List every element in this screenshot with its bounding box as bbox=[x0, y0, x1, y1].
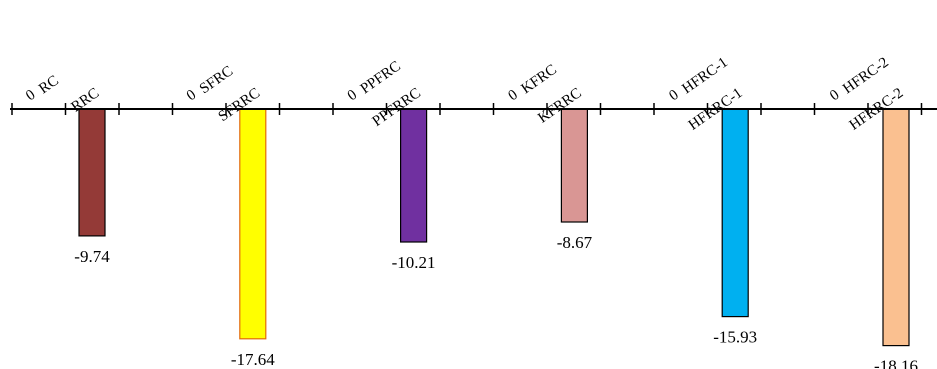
data-label-hfrc-1: 0 bbox=[666, 87, 681, 104]
data-label-kfrrc: -8.67 bbox=[557, 233, 593, 252]
data-label-rrc: -9.74 bbox=[74, 247, 110, 266]
bars-group bbox=[78, 108, 910, 347]
bar-hfrrc-2 bbox=[882, 108, 910, 347]
data-label-hfrrc-2: -18.16 bbox=[874, 357, 918, 369]
data-label-rc: 0 bbox=[23, 87, 38, 104]
value-labels: 0 -9.74 0 -17.64 0 -10.21 0 -8.67 0 -15.93 0 -18.16 bbox=[23, 87, 918, 369]
data-label-kfrc: 0 bbox=[506, 87, 521, 104]
data-label-sfrc: 0 bbox=[184, 87, 199, 104]
bar-sfrrc bbox=[239, 108, 267, 340]
category-label-hfrc-2: HFRC-2 bbox=[840, 55, 892, 98]
bar-rrc bbox=[78, 108, 106, 237]
x-axis-ticks bbox=[11, 103, 923, 115]
category-label-sfrc: SFRC bbox=[197, 63, 236, 97]
category-labels: RCRRCSFRCSFRRCPPFRCPPFRRCKFRCKFRRCHFRC-1… bbox=[36, 55, 906, 134]
bar-ppfrrc bbox=[400, 108, 428, 243]
data-label-hfrrc-1: -15.93 bbox=[713, 328, 757, 347]
data-label-hfrc-2: 0 bbox=[827, 87, 842, 104]
data-label-sfrrc: -17.64 bbox=[231, 350, 275, 369]
bar-hfrrc-1 bbox=[721, 108, 749, 318]
category-label-hfrc-1: HFRC-1 bbox=[679, 55, 731, 98]
bar-kfrrc bbox=[560, 108, 589, 223]
category-label-rc: RC bbox=[36, 73, 62, 98]
category-label-kfrc: KFRC bbox=[519, 62, 560, 98]
data-label-ppfrc: 0 bbox=[345, 87, 360, 104]
category-label-ppfrc: PPFRC bbox=[358, 58, 404, 97]
data-label-ppfrrc: -10.21 bbox=[392, 253, 436, 272]
